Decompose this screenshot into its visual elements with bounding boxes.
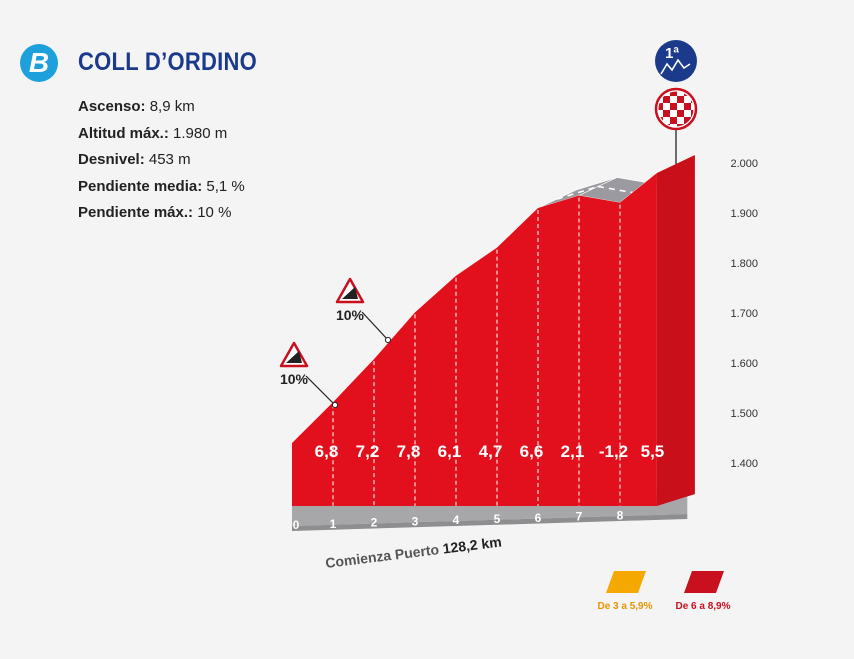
base-slab-edge xyxy=(292,514,688,531)
profile-center-dash xyxy=(597,185,640,195)
km-tick-label: 0 xyxy=(293,518,300,532)
stage-letter-badge: B xyxy=(20,44,58,82)
stat-value: 1.980 m xyxy=(173,124,228,142)
km-tick-label: 3 xyxy=(412,514,419,528)
checker-square xyxy=(684,117,691,124)
gradient-label: 2,1 xyxy=(561,442,585,461)
start-km-value: 128,2 km xyxy=(442,533,503,556)
y-tick-label: 1.900 xyxy=(730,208,758,220)
stat-value: 453 m xyxy=(148,151,191,168)
checker-square xyxy=(691,124,694,127)
stat-label: Ascenso: xyxy=(78,98,146,115)
legend-label: De 6 a 8,9% xyxy=(675,601,730,612)
gradient-label: 6,1 xyxy=(438,442,462,461)
gradient-label: 7,8 xyxy=(397,442,421,461)
stat-value: 10 % xyxy=(197,204,232,221)
start-label: Comienza Puerto 128,2 km xyxy=(324,533,502,571)
steep-warning-annotation: 10% xyxy=(335,277,392,344)
gradient-label: 5,5 xyxy=(641,442,665,461)
profile-face xyxy=(292,173,657,506)
warning-label: 10% xyxy=(280,371,309,387)
checker-square xyxy=(658,103,663,110)
legend-swatch xyxy=(606,571,646,593)
steep-warning-annotation: 10% xyxy=(279,341,339,409)
stat-elevation-gain: Desnivel: 453 m xyxy=(78,147,245,174)
slope-icon xyxy=(342,287,358,299)
checker-square xyxy=(691,110,694,117)
gradient-label: 6,6 xyxy=(520,442,544,461)
annotation-leader xyxy=(305,375,336,406)
category-label: 1ª xyxy=(665,45,679,62)
stat-label: Altitud máx.: xyxy=(78,124,169,142)
checker-square xyxy=(677,110,684,117)
stat-label: Desnivel: xyxy=(78,151,145,168)
annotation-dot xyxy=(331,401,339,409)
checker-square xyxy=(684,103,691,110)
gradient-label: 6,8 xyxy=(315,442,339,461)
y-tick-label: 1.700 xyxy=(730,308,758,320)
mountain-category-icon xyxy=(655,40,697,82)
slope-icon xyxy=(286,351,302,363)
checker-square xyxy=(670,117,677,124)
stat-max-gradient: Pendiente máx.: 10 % xyxy=(78,200,245,227)
checker-square xyxy=(663,96,670,103)
checker-square xyxy=(663,110,670,117)
km-tick-label: 5 xyxy=(494,512,501,526)
km-tick-label: 1 xyxy=(330,517,337,531)
km-tick-label: 2 xyxy=(371,516,378,530)
legend-swatch xyxy=(684,571,724,593)
y-tick-label: 1.600 xyxy=(730,358,758,370)
km-tick-label: 4 xyxy=(453,513,460,527)
climb-stats: Ascenso: 8,9 km Altitud máx.: 1.980 m De… xyxy=(78,94,245,227)
checker-square xyxy=(677,96,684,103)
annotation-leader xyxy=(361,311,389,341)
y-tick-label: 1.500 xyxy=(730,408,758,420)
profile-center-dash xyxy=(556,185,599,200)
profile-end-face xyxy=(656,155,695,506)
checker-square xyxy=(670,91,677,96)
stat-max-altitude: Altitud máx.: 1.980 m xyxy=(78,121,245,148)
km-tick-label: 7 xyxy=(576,510,583,524)
stat-value: 8,9 km xyxy=(149,98,195,115)
stat-label: Pendiente máx.: xyxy=(78,204,194,221)
km-tick-label: 8 xyxy=(617,508,624,522)
km-tick-label: 6 xyxy=(535,511,542,525)
annotation-dot xyxy=(384,336,392,344)
stat-average-gradient: Pendiente media: 5,1 % xyxy=(78,174,245,201)
warning-label: 10% xyxy=(336,307,365,323)
mountain-line-icon xyxy=(660,58,691,75)
climb-title: COLL D’ORDINO xyxy=(78,48,258,76)
stat-ascent: Ascenso: 8,9 km xyxy=(78,94,245,121)
gradient-label: 7,2 xyxy=(356,442,380,461)
y-tick-label: 2.000 xyxy=(730,158,758,170)
y-tick-label: 1.400 xyxy=(730,458,758,470)
y-tick-label: 1.800 xyxy=(730,258,758,270)
legend-label: De 3 a 5,9% xyxy=(597,601,652,612)
gradient-label: -1,2 xyxy=(599,442,628,461)
stat-value: 5,1 % xyxy=(206,177,245,195)
checker-square xyxy=(677,124,684,127)
stat-label: Pendiente media: xyxy=(78,177,203,195)
checker-square xyxy=(670,103,677,110)
gradient-label: 4,7 xyxy=(479,442,503,461)
